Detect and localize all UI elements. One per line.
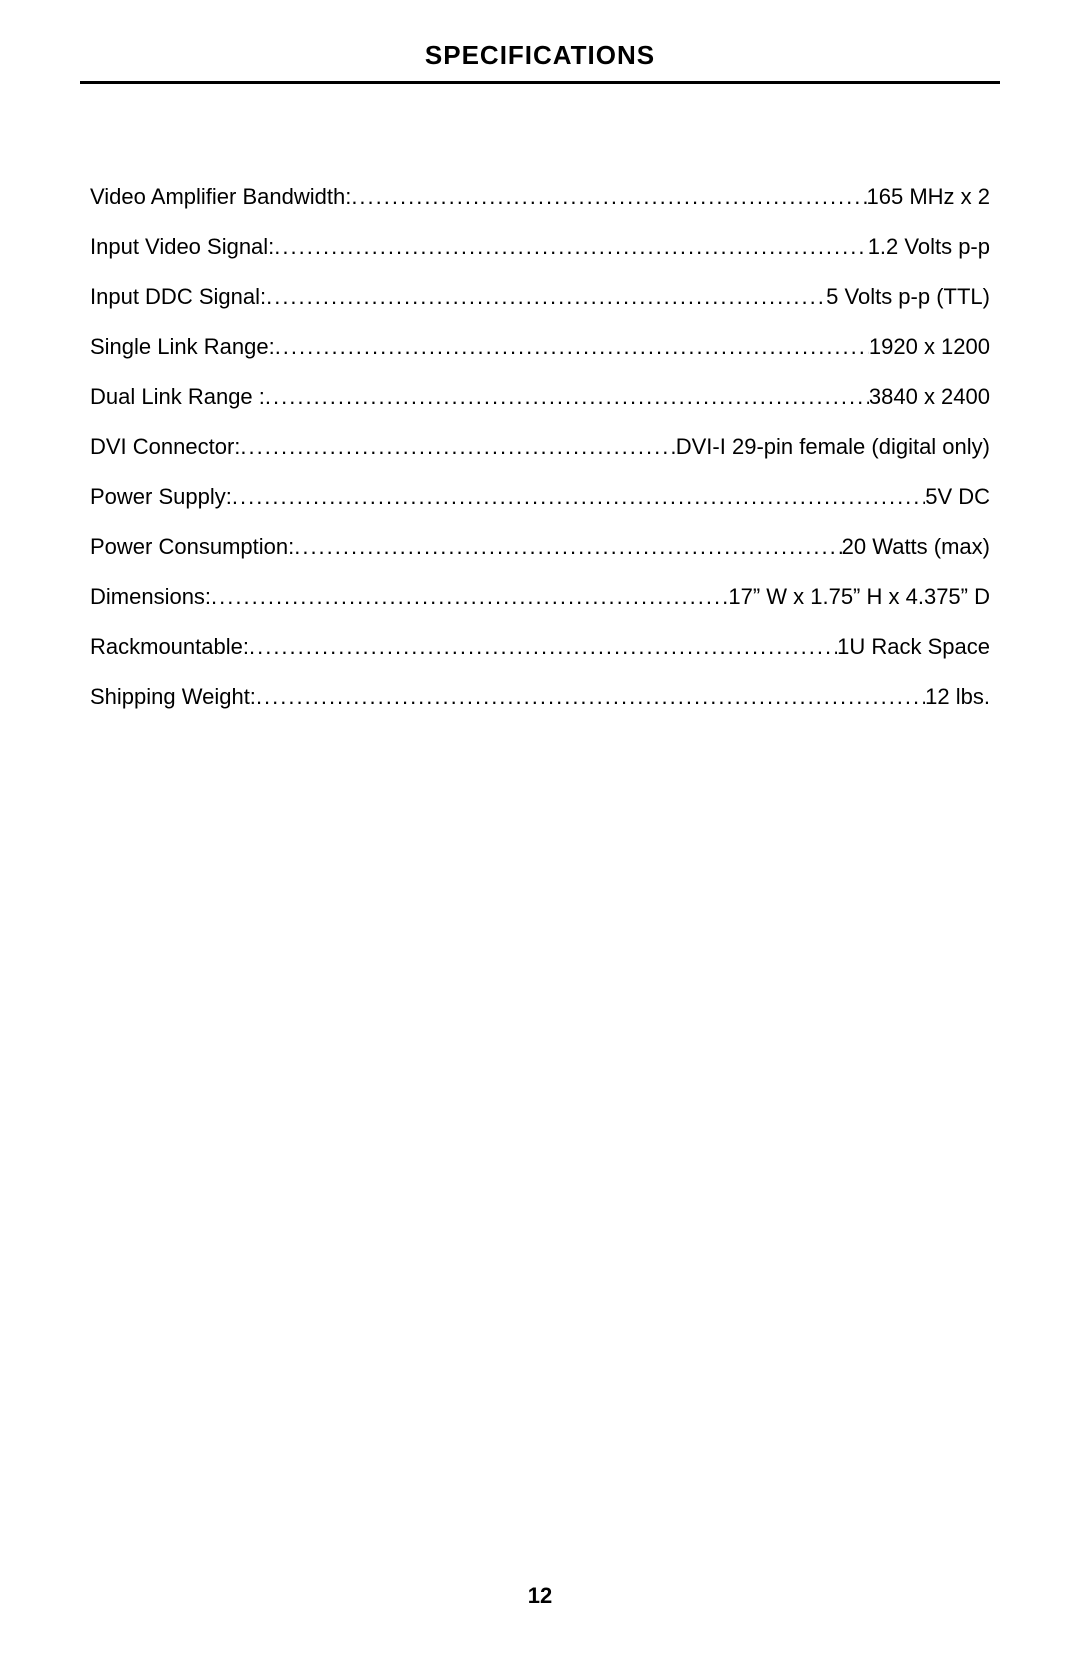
page-number: 12 [0, 1583, 1080, 1609]
spec-label: Dual Link Range : [90, 384, 265, 410]
spec-label: Video Amplifier Bandwidth: [90, 184, 351, 210]
spec-label: Power Consumption: [90, 534, 294, 560]
spec-row: Rackmountable: 1U Rack Space [90, 634, 990, 660]
spec-dots [211, 584, 728, 610]
spec-row: Dimensions: 17” W x 1.75” H x 4.375” D [90, 584, 990, 610]
spec-label: Input DDC Signal: [90, 284, 266, 310]
spec-label: Rackmountable: [90, 634, 249, 660]
spec-value: 1U Rack Space [837, 634, 990, 660]
spec-value: 12 lbs. [925, 684, 990, 710]
spec-dots [240, 434, 675, 460]
spec-row: DVI Connector: DVI-I 29-pin female (digi… [90, 434, 990, 460]
spec-dots [256, 684, 925, 710]
spec-value: 165 MHz x 2 [867, 184, 991, 210]
spec-value: 5 Volts p-p (TTL) [826, 284, 990, 310]
spec-label: Power Supply: [90, 484, 232, 510]
spec-value: 1.2 Volts p-p [868, 234, 990, 260]
spec-dots [266, 284, 826, 310]
spec-dots [351, 184, 866, 210]
spec-value: DVI-I 29-pin female (digital only) [676, 434, 990, 460]
spec-row: Input Video Signal: 1.2 Volts p-p [90, 234, 990, 260]
spec-row: Video Amplifier Bandwidth: 165 MHz x 2 [90, 184, 990, 210]
spec-dots [275, 334, 869, 360]
spec-row: Dual Link Range : 3840 x 2400 [90, 384, 990, 410]
spec-dots [232, 484, 925, 510]
spec-row: Shipping Weight: 12 lbs. [90, 684, 990, 710]
spec-dots [249, 634, 837, 660]
spec-dots [274, 234, 867, 260]
spec-label: Input Video Signal: [90, 234, 274, 260]
spec-row: Input DDC Signal: 5 Volts p-p (TTL) [90, 284, 990, 310]
spec-value: 20 Watts (max) [842, 534, 990, 560]
spec-value: 5V DC [925, 484, 990, 510]
spec-label: Shipping Weight: [90, 684, 256, 710]
spec-label: Single Link Range: [90, 334, 275, 360]
spec-label: Dimensions: [90, 584, 211, 610]
spec-value: 1920 x 1200 [869, 334, 990, 360]
page-title: SPECIFICATIONS [80, 40, 1000, 81]
spec-label: DVI Connector: [90, 434, 240, 460]
spec-row: Single Link Range: 1920 x 1200 [90, 334, 990, 360]
page-container: SPECIFICATIONS Video Amplifier Bandwidth… [0, 0, 1080, 710]
spec-row: Power Supply: 5V DC [90, 484, 990, 510]
spec-list: Video Amplifier Bandwidth: 165 MHz x 2 Inp… [80, 184, 1000, 710]
spec-value: 3840 x 2400 [869, 384, 990, 410]
spec-value: 17” W x 1.75” H x 4.375” D [728, 584, 990, 610]
title-divider [80, 81, 1000, 84]
spec-dots [265, 384, 869, 410]
spec-dots [294, 534, 841, 560]
spec-row: Power Consumption: 20 Watts (max) [90, 534, 990, 560]
